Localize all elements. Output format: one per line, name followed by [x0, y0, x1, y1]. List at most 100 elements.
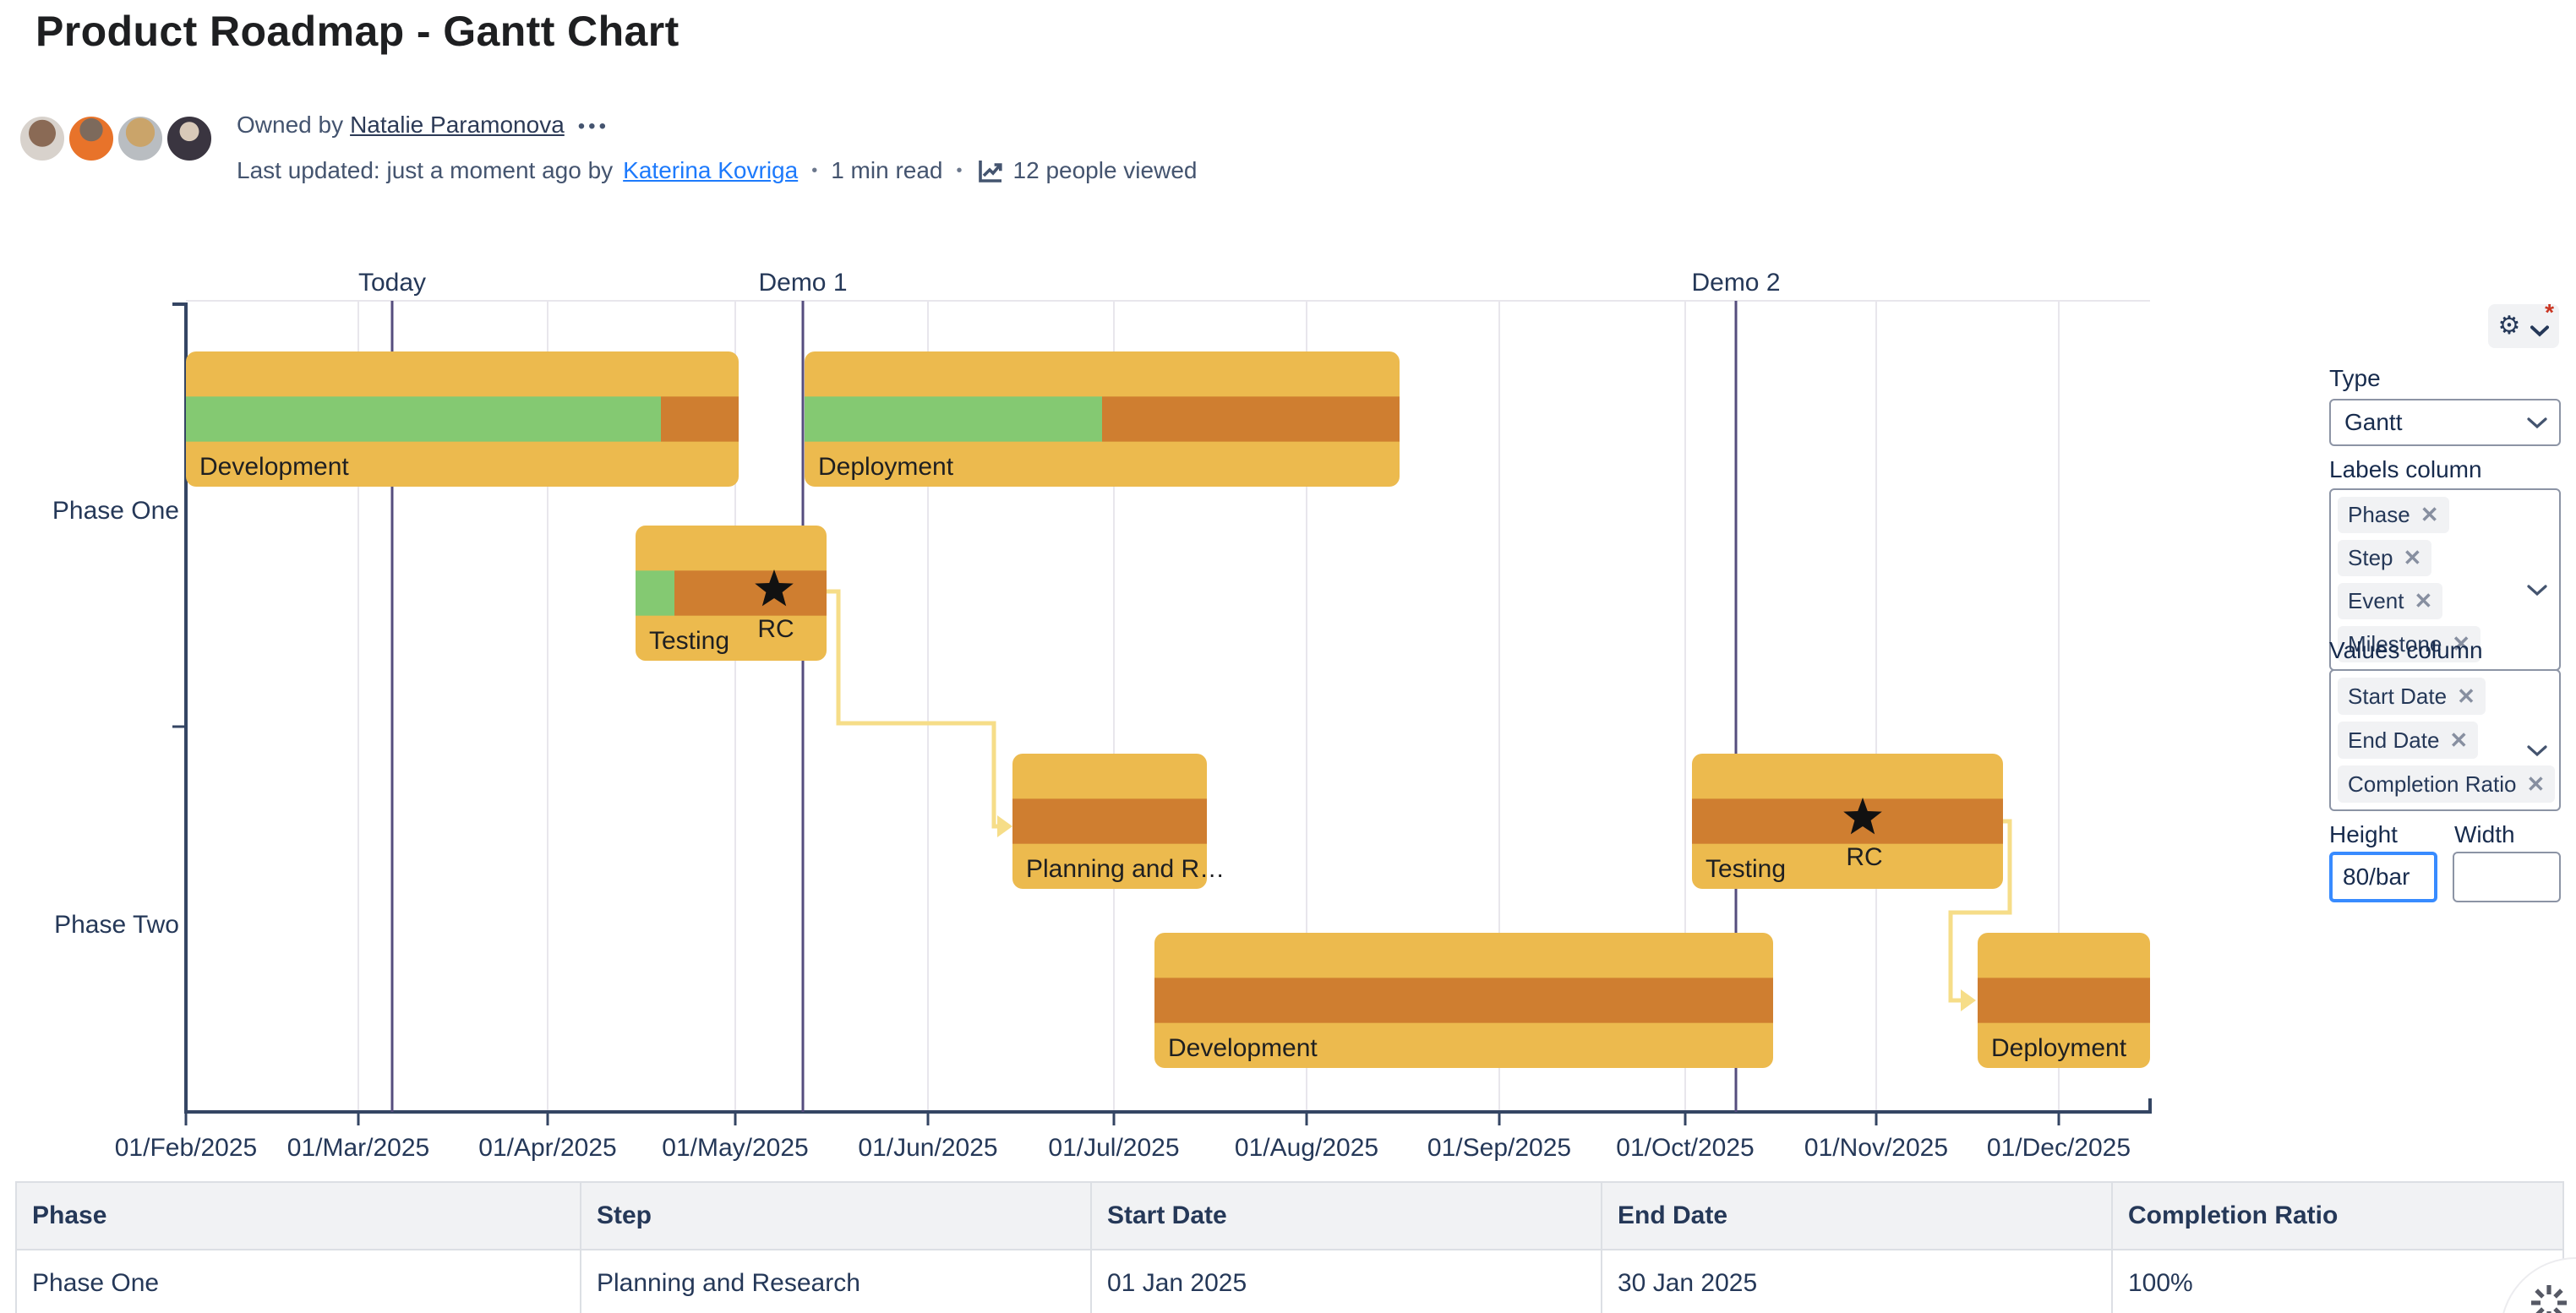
read-time: 1 min read: [831, 157, 943, 183]
month-label: 01/Aug/2025: [1235, 1134, 1378, 1162]
tag-chip-label: Step: [2348, 545, 2393, 570]
views-count: 12 people viewed: [1012, 157, 1198, 183]
avatar[interactable]: [66, 113, 117, 164]
phase-label: Phase Two: [54, 911, 179, 939]
tag-chip[interactable]: Event ✕: [2338, 583, 2443, 619]
tag-chip-label: Phase: [2348, 502, 2410, 527]
byline: Owned by Natalie Paramonova ••• Last updat…: [237, 108, 1197, 188]
tag-chip-label: Milestone: [2348, 631, 2442, 656]
table-cell: Planning and Research: [580, 1249, 1092, 1313]
page-title: Product Roadmap - Gantt Chart: [35, 8, 679, 55]
remove-tag-icon[interactable]: ✕: [2526, 771, 2546, 797]
width-input[interactable]: [2453, 852, 2561, 902]
chevron-down-icon: [2527, 409, 2547, 436]
marker-label: Today: [358, 269, 426, 297]
table-header-cell: Completion Ratio: [2111, 1181, 2564, 1250]
tag-chip[interactable]: Completion Ratio ✕: [2338, 765, 2556, 803]
month-label: 01/Apr/2025: [478, 1134, 616, 1162]
values-column-label: Values column: [2329, 637, 2483, 663]
tag-chip[interactable]: End Date ✕: [2338, 722, 2479, 759]
height-label: Height: [2329, 821, 2398, 847]
bar-progress-remaining: [1154, 978, 1773, 1023]
views-link[interactable]: 12 people viewed: [976, 154, 1198, 188]
gantt-chart: 01/Feb/2025 01/Mar/2025 01/Apr/2025 01/May/…: [52, 269, 2152, 1162]
tag-chip-label: End Date: [2348, 727, 2440, 753]
tag-chip[interactable]: Start Date ✕: [2338, 678, 2486, 715]
width-label: Width: [2454, 821, 2515, 847]
remove-tag-icon[interactable]: ✕: [2420, 502, 2439, 527]
phase-label: Phase One: [52, 497, 179, 525]
bar-progress-remaining: [1978, 978, 2150, 1023]
chevron-down-icon: [2527, 733, 2547, 765]
axis: [172, 302, 2152, 1114]
source-data-table: Phase Step Start Date End Date Completion Ra…: [15, 1181, 2564, 1313]
updater-link[interactable]: Katerina Kovriga: [623, 157, 799, 183]
connector-arrow-icon: [997, 815, 1012, 837]
bar-progress-done: [186, 396, 661, 442]
connector-line: [1948, 819, 2012, 1003]
month-label: 01/Mar/2025: [287, 1134, 429, 1162]
bar-progress-remaining: [1102, 396, 1400, 442]
type-select-value: Gantt: [2344, 409, 2403, 435]
analytics-trend-icon: [978, 161, 1002, 183]
last-updated-label: Last updated: just a moment ago by: [237, 157, 614, 183]
more-actions-icon[interactable]: •••: [577, 115, 609, 138]
remove-tag-icon[interactable]: ✕: [2449, 727, 2469, 753]
values-column-select[interactable]: Start Date ✕ End Date ✕ Completion Ratio ✕: [2329, 669, 2561, 811]
tag-chip[interactable]: Milestone ✕: [2338, 626, 2481, 662]
table-header-cell: Start Date: [1090, 1181, 1602, 1250]
table-cell: Phase One: [15, 1249, 581, 1313]
milestone-star-icon: [755, 569, 794, 607]
bar-progress-remaining: [1012, 798, 1207, 844]
table-header-cell: Step: [580, 1181, 1092, 1250]
month-label: 01/Dec/2025: [1987, 1134, 2131, 1162]
table-row: Phase One Planning and Research 01 Jan 202…: [15, 1249, 2564, 1313]
chevron-down-icon: [2530, 313, 2550, 344]
bar-label: Development: [199, 453, 349, 481]
month-label: 01/Feb/2025: [115, 1134, 257, 1162]
type-select[interactable]: Gantt: [2329, 399, 2561, 446]
remove-tag-icon[interactable]: ✕: [2457, 683, 2475, 709]
tag-chip-label: Completion Ratio: [2348, 771, 2517, 797]
separator-dot: •: [811, 161, 818, 180]
remove-tag-icon[interactable]: ✕: [2452, 631, 2471, 656]
avatar[interactable]: [115, 113, 166, 164]
bar-progress-remaining: [674, 570, 827, 616]
month-label: 01/Oct/2025: [1616, 1134, 1754, 1162]
bar-label: Planning and R…: [1026, 855, 1225, 883]
unsaved-indicator-icon: *: [2545, 299, 2554, 325]
labels-column-select[interactable]: Phase ✕ Step ✕ Event ✕ Milestone ✕: [2329, 488, 2561, 671]
table-cell: 30 Jan 2025: [1601, 1249, 2113, 1313]
tag-chip[interactable]: Step ✕: [2338, 540, 2432, 576]
milestone-label: RC: [757, 615, 794, 643]
tag-chip-label: Event: [2348, 588, 2404, 613]
remove-tag-icon[interactable]: ✕: [2414, 588, 2433, 613]
height-input[interactable]: [2329, 852, 2437, 902]
month-label: 01/Sep/2025: [1427, 1134, 1571, 1162]
bar-progress-done: [805, 396, 1102, 442]
bar-label: Deployment: [1991, 1034, 2127, 1062]
table-header-cell: End Date: [1601, 1181, 2113, 1250]
remove-tag-icon[interactable]: ✕: [2403, 545, 2422, 570]
bar-label: Development: [1168, 1034, 1318, 1062]
milestone-star-icon: [1843, 798, 1882, 835]
bar-progress-done: [636, 570, 674, 616]
macro-settings-button[interactable]: ⚙ *: [2488, 299, 2559, 348]
gear-icon: ⚙: [2497, 312, 2521, 340]
table-cell: 01 Jan 2025: [1090, 1249, 1602, 1313]
tag-chip[interactable]: Phase ✕: [2338, 497, 2449, 533]
milestone-label: RC: [1846, 843, 1882, 871]
bar-progress-remaining: [661, 396, 739, 442]
connector-arrow-icon: [1961, 989, 1976, 1011]
chevron-down-icon: [2527, 573, 2547, 604]
avatar[interactable]: [164, 113, 215, 164]
table-cell: 100%: [2111, 1249, 2564, 1313]
owner-link[interactable]: Natalie Paramonova: [350, 112, 565, 138]
labels-column-label: Labels column: [2329, 456, 2482, 482]
separator-dot: •: [956, 161, 963, 180]
month-label: 01/May/2025: [662, 1134, 808, 1162]
connector-line: [827, 589, 999, 829]
loading-spinner-icon: [2531, 1285, 2567, 1313]
bar-label: Testing: [649, 627, 729, 655]
